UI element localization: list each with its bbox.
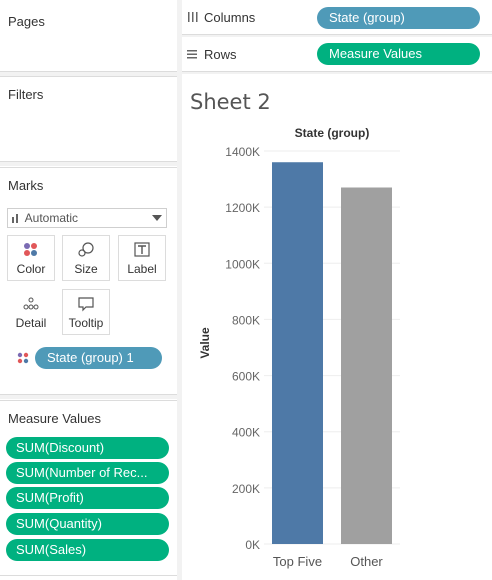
bar-chart-icon xyxy=(12,210,22,223)
columns-icon xyxy=(187,12,199,25)
speech-bubble-icon xyxy=(77,296,95,312)
chevron-down-icon[interactable] xyxy=(152,215,162,221)
measure-pill-profit[interactable]: SUM(Profit) xyxy=(6,487,169,509)
color-button[interactable]: Color xyxy=(7,235,55,281)
sheet-title[interactable]: Sheet 2 xyxy=(190,90,271,114)
mark-type-label: Automatic xyxy=(24,211,79,225)
measure-values-title: Measure Values xyxy=(8,411,101,426)
columns-shelf[interactable]: Columns State (group) xyxy=(182,0,492,35)
left-pane: Pages Filters Marks Automatic Color xyxy=(0,0,177,580)
divider xyxy=(182,35,492,37)
measure-pill-discount[interactable]: SUM(Discount) xyxy=(6,437,169,459)
filters-card[interactable]: Filters xyxy=(0,76,177,162)
marks-title: Marks xyxy=(8,178,44,193)
sheet-area: Sheet 2 xyxy=(182,74,492,580)
color-dots-icon xyxy=(17,351,29,364)
divider xyxy=(0,72,177,76)
size-button[interactable]: Size xyxy=(62,235,110,281)
columns-label: Columns xyxy=(204,10,256,25)
measure-pill-sales[interactable]: SUM(Sales) xyxy=(6,539,169,561)
marks-card: Marks Automatic Color xyxy=(0,167,177,395)
color-label: Color xyxy=(16,262,46,276)
color-dots-icon xyxy=(22,242,40,258)
mark-type-dropdown[interactable]: Automatic xyxy=(7,208,167,228)
color-pill-state-group[interactable]: State (group) 1 xyxy=(35,347,162,369)
divider xyxy=(182,72,492,74)
tooltip-button[interactable]: Tooltip xyxy=(62,289,110,335)
divider xyxy=(0,395,177,399)
measure-pill-number-of-records[interactable]: SUM(Number of Rec... xyxy=(6,462,169,484)
filters-title: Filters xyxy=(8,87,44,102)
label-button[interactable]: Label xyxy=(118,235,166,281)
detail-label: Detail xyxy=(15,316,47,330)
detail-dots-icon xyxy=(22,296,40,312)
rows-label: Rows xyxy=(204,47,237,62)
size-circles-icon xyxy=(77,242,95,258)
text-t-icon xyxy=(133,242,151,258)
size-label: Size xyxy=(74,262,98,276)
rows-shelf[interactable]: Rows Measure Values xyxy=(182,37,492,72)
measure-values-card: Measure Values SUM(Discount) SUM(Number … xyxy=(0,400,177,576)
pages-card[interactable]: Pages xyxy=(0,0,177,72)
columns-pill-state-group[interactable]: State (group) xyxy=(317,7,480,29)
tooltip-label: Tooltip xyxy=(68,316,104,330)
measure-pill-quantity[interactable]: SUM(Quantity) xyxy=(6,513,169,535)
rows-icon xyxy=(187,49,199,62)
detail-button[interactable]: Detail xyxy=(7,289,55,335)
pages-title: Pages xyxy=(8,14,45,29)
rows-pill-measure-values[interactable]: Measure Values xyxy=(317,43,480,65)
label-label: Label xyxy=(127,262,157,276)
divider xyxy=(0,162,177,166)
pane-divider[interactable] xyxy=(177,0,182,580)
